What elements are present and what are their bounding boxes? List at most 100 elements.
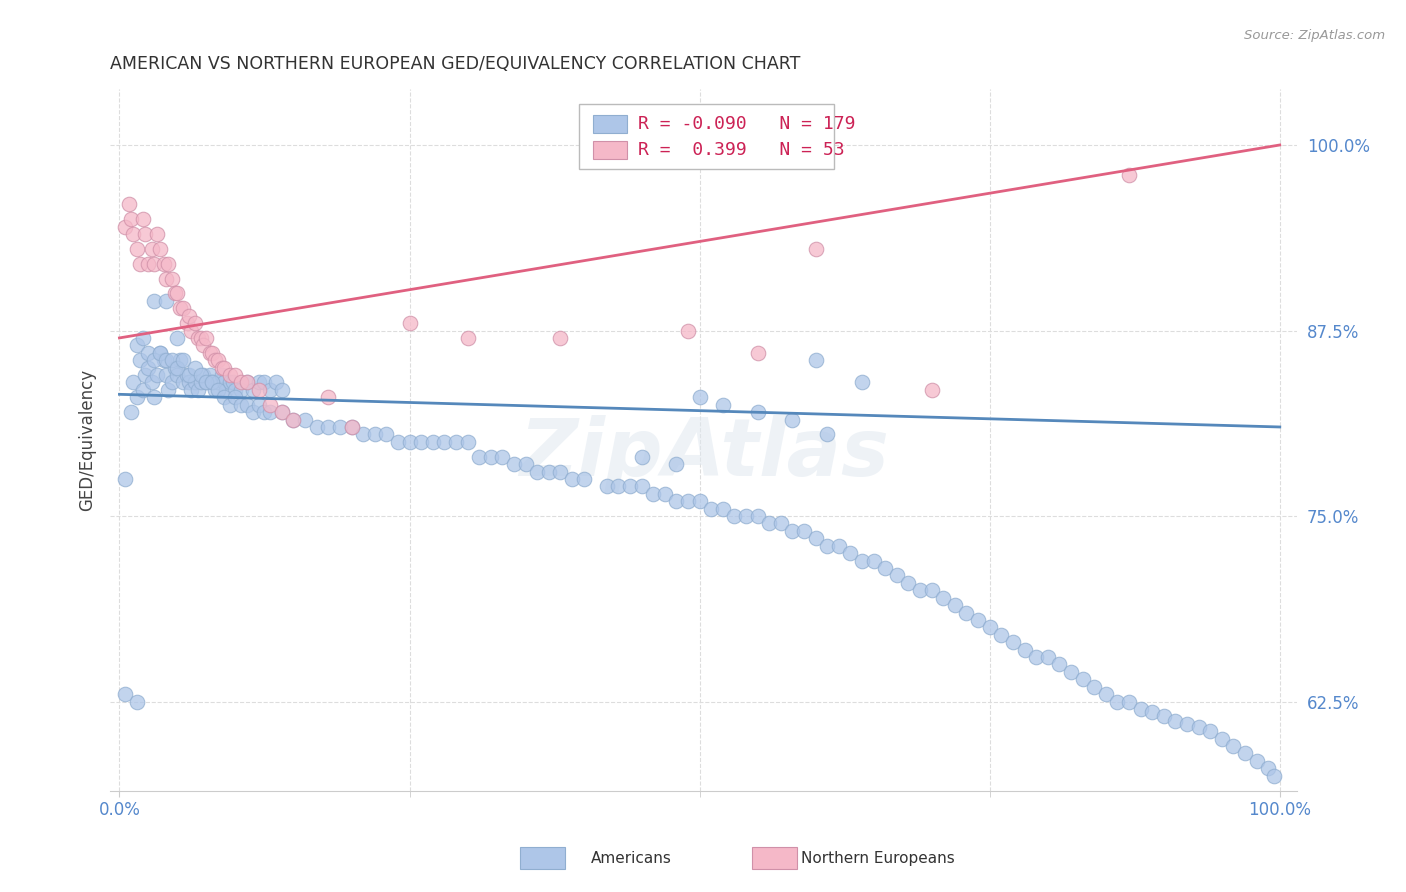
Point bbox=[1094, 687, 1116, 701]
Point bbox=[190, 376, 212, 390]
Point bbox=[204, 383, 226, 397]
Point bbox=[207, 376, 229, 390]
Point bbox=[211, 360, 233, 375]
Point bbox=[921, 383, 943, 397]
Point bbox=[204, 353, 226, 368]
Point bbox=[515, 457, 537, 471]
Point bbox=[747, 509, 769, 524]
FancyBboxPatch shape bbox=[593, 114, 627, 133]
Point bbox=[224, 368, 246, 382]
Point bbox=[149, 242, 172, 256]
Point bbox=[643, 487, 665, 501]
Point bbox=[1211, 731, 1233, 746]
Point bbox=[169, 353, 191, 368]
Point bbox=[433, 434, 456, 449]
Point bbox=[155, 293, 177, 308]
Point bbox=[247, 376, 270, 390]
Point bbox=[654, 487, 676, 501]
Point bbox=[172, 353, 194, 368]
Point bbox=[231, 383, 253, 397]
Point bbox=[176, 316, 198, 330]
Point bbox=[138, 360, 160, 375]
Point bbox=[689, 494, 711, 508]
Point bbox=[630, 479, 652, 493]
Point bbox=[479, 450, 502, 464]
Point bbox=[689, 390, 711, 404]
Point bbox=[1083, 680, 1105, 694]
Point bbox=[166, 286, 188, 301]
Point bbox=[1175, 716, 1198, 731]
Point bbox=[1118, 694, 1140, 708]
Point bbox=[364, 427, 387, 442]
Point bbox=[711, 398, 734, 412]
Point bbox=[1036, 650, 1059, 665]
Point bbox=[166, 331, 188, 345]
Point bbox=[769, 516, 792, 531]
Point bbox=[201, 376, 224, 390]
Text: Northern Europeans: Northern Europeans bbox=[801, 851, 955, 865]
Point bbox=[747, 405, 769, 419]
Point bbox=[222, 376, 245, 390]
Point bbox=[259, 405, 281, 419]
Point bbox=[201, 345, 224, 359]
Point bbox=[187, 331, 209, 345]
Point bbox=[198, 368, 221, 382]
Point bbox=[141, 242, 163, 256]
Point bbox=[457, 331, 479, 345]
Point bbox=[782, 412, 804, 426]
Point bbox=[550, 331, 572, 345]
Point bbox=[218, 368, 240, 382]
Point bbox=[149, 345, 172, 359]
Point bbox=[1001, 635, 1024, 649]
Point bbox=[195, 376, 218, 390]
Y-axis label: GED/Equivalency: GED/Equivalency bbox=[79, 368, 96, 510]
Point bbox=[184, 376, 207, 390]
Point bbox=[177, 309, 200, 323]
Point bbox=[191, 338, 214, 352]
Point bbox=[155, 368, 177, 382]
Point bbox=[120, 405, 142, 419]
Point bbox=[177, 368, 200, 382]
Point bbox=[141, 376, 163, 390]
Point bbox=[259, 383, 281, 397]
Point bbox=[176, 368, 198, 382]
FancyBboxPatch shape bbox=[579, 104, 834, 169]
Point bbox=[138, 345, 160, 359]
Point bbox=[143, 353, 166, 368]
Point bbox=[172, 301, 194, 316]
Point bbox=[1140, 705, 1163, 719]
Point bbox=[114, 472, 136, 486]
Point bbox=[828, 539, 851, 553]
Point bbox=[143, 293, 166, 308]
Point bbox=[979, 620, 1001, 634]
Point bbox=[191, 368, 214, 382]
Point bbox=[318, 420, 340, 434]
Point bbox=[1060, 665, 1083, 679]
Point bbox=[134, 227, 156, 241]
Point bbox=[236, 376, 259, 390]
Point bbox=[747, 345, 769, 359]
Point bbox=[665, 494, 688, 508]
Point bbox=[155, 271, 177, 285]
Point bbox=[1222, 739, 1244, 753]
Point bbox=[932, 591, 955, 605]
Point bbox=[114, 219, 136, 234]
Point bbox=[1014, 642, 1036, 657]
Point bbox=[503, 457, 526, 471]
Point bbox=[212, 376, 235, 390]
Point bbox=[177, 376, 200, 390]
Point bbox=[131, 212, 153, 227]
Point bbox=[231, 398, 253, 412]
Point bbox=[160, 353, 183, 368]
Point bbox=[125, 390, 148, 404]
Point bbox=[259, 398, 281, 412]
Point bbox=[242, 405, 264, 419]
Point bbox=[145, 368, 167, 382]
Point bbox=[1107, 694, 1129, 708]
Point bbox=[886, 568, 908, 582]
Point bbox=[990, 628, 1012, 642]
Point bbox=[1071, 673, 1094, 687]
Point bbox=[862, 553, 884, 567]
Point bbox=[851, 553, 873, 567]
Text: Source: ZipAtlas.com: Source: ZipAtlas.com bbox=[1244, 29, 1385, 42]
